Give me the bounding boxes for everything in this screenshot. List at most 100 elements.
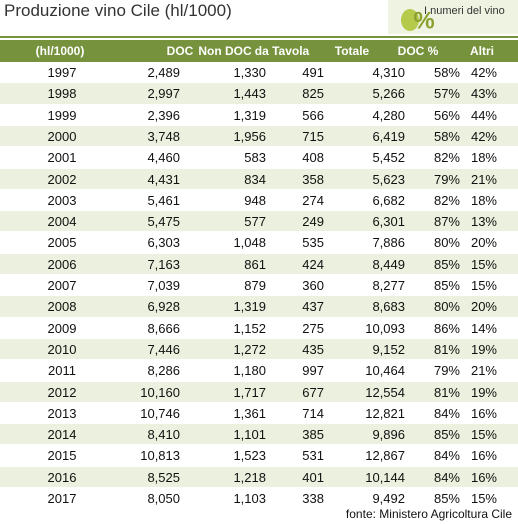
table-cell: 8,666 [147,320,180,336]
source: fonte: Ministero Agricoltura Cile [345,507,512,521]
table-cell: 997 [302,363,324,379]
table-cell: 43% [470,86,497,102]
table-cell: 1,101 [233,427,266,443]
table-cell: 1997 [47,65,77,80]
table-cell: 82% [433,150,460,166]
table-cell: 879 [244,278,266,293]
title-rule [0,36,518,38]
table-cell: 81% [433,384,460,400]
table-cell: 19% [470,341,497,357]
table-cell: 19% [470,384,497,400]
svg-text:%: % [413,7,434,34]
table-cell: 21% [470,171,497,187]
table-cell: 4,460 [147,150,180,166]
row-bg [0,125,518,148]
row-bg [0,104,518,126]
table-cell: 1998 [47,86,77,102]
table-cell: 1,717 [233,384,266,400]
table-cell: 437 [302,299,324,315]
table-cell: 408 [302,150,324,166]
column-header: da Tavola [254,44,310,58]
table-cell: 948 [244,192,266,208]
table-cell: 2002 [47,171,77,187]
row-bg [0,83,518,105]
table-cell: 7,886 [372,235,405,251]
table-cell: 80% [433,299,460,315]
table-cell: 4,310 [372,65,405,80]
table-cell: 385 [302,427,324,443]
table-cell: 2011 [48,363,76,379]
table-cell: 18% [470,150,497,166]
row-bg [0,381,518,403]
table-cell: 16% [470,448,497,464]
table-cell: 424 [302,256,324,272]
table-cell: 401 [302,469,324,485]
table-cell: 2014 [47,427,77,443]
table-cell: 56% [433,107,460,123]
table-cell: 2013 [47,405,77,421]
table-cell: 8,449 [372,256,405,272]
table-cell: 57% [433,86,460,102]
table-cell: 435 [302,341,324,357]
row-bg [0,338,518,361]
table-cell: 9,492 [372,491,405,506]
table-cell: 12,821 [365,405,405,421]
title: Produzione vino Cile (hl/1000) [4,1,232,20]
row-bg [0,445,518,467]
column-header: Totale [334,44,370,58]
table-cell: 566 [302,107,324,123]
table-cell: 2009 [47,320,77,336]
table-cell: 84% [433,469,460,485]
table-cell: 5,461 [147,192,180,208]
table-cell: 7,446 [147,341,180,357]
column-header: Non DOC [198,44,252,58]
row-bg [0,189,518,212]
table-cell: 677 [302,384,324,400]
table-cell: 6,928 [147,299,180,315]
table-cell: 6,301 [372,214,405,230]
table-cell: 2017 [47,491,77,506]
table-cell: 10,160 [140,384,180,400]
table-cell: 85% [433,278,460,293]
table-cell: 491 [302,65,324,80]
row-bg [0,168,518,190]
table-cell: 2010 [47,341,77,357]
table-cell: 715 [302,128,324,144]
table-cell: 58% [433,65,460,80]
table-cell: 86% [433,320,460,336]
table-cell: 535 [302,235,324,251]
table-cell: 12,867 [365,448,405,464]
row-bg [0,317,518,339]
table-cell: 21% [470,363,497,379]
table-cell: 79% [433,363,460,379]
table-cell: 4,431 [147,171,180,187]
table-cell: 82% [433,192,460,208]
row-bg [0,402,518,425]
table-header [0,40,518,62]
table-cell: 5,623 [372,171,405,187]
table-cell: 9,152 [372,341,405,357]
table-cell: 8,410 [147,427,180,443]
logo-icon: % [401,7,435,34]
row-bg [0,424,518,446]
table-cell: 2000 [47,128,77,144]
table-cell: 8,683 [372,299,405,315]
table-cell: 1,330 [233,65,266,80]
table-cell: 2001 [47,150,77,166]
row-bg [0,296,518,318]
table-cell: 1,272 [233,341,266,357]
table-cell: 358 [302,171,324,187]
table-cell: 10,746 [140,405,180,421]
column-header: Altri [470,44,494,58]
table-cell: 87% [433,214,460,230]
table-cell: 1,319 [233,107,266,123]
row-bg [0,275,518,297]
row-bg [0,360,518,382]
table-cell: 5,475 [147,214,180,230]
table-cell: 1,218 [233,469,266,485]
table-cell: 85% [433,491,460,506]
table-cell: 4,280 [372,107,405,123]
table-cell: 84% [433,405,460,421]
table-cell: 12,554 [365,384,405,400]
